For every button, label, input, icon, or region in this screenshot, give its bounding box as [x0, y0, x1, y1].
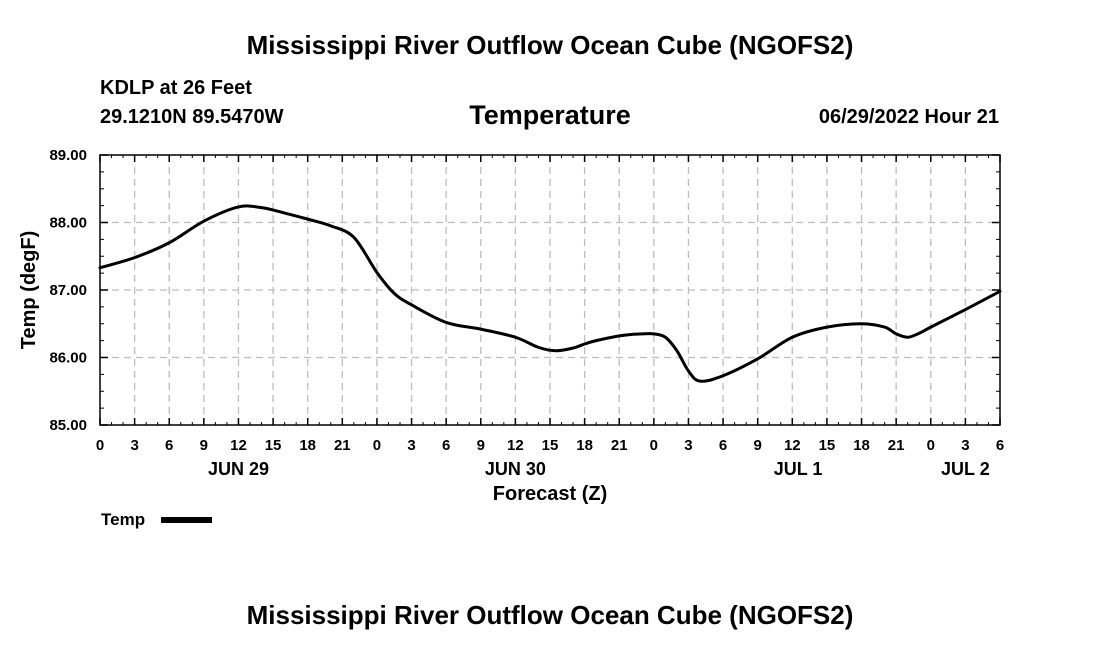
x-tick-label: 15 — [265, 437, 282, 454]
x-tick-label: 21 — [611, 437, 628, 454]
x-tick-label: 12 — [784, 437, 801, 454]
x-tick-label: 18 — [299, 437, 316, 454]
date-label: JUN 30 — [485, 459, 546, 479]
legend: Temp — [101, 510, 212, 529]
x-tick-label: 12 — [230, 437, 247, 454]
forecast-datetime: 06/29/2022 Hour 21 — [818, 106, 999, 128]
y-tick-label: 89.00 — [49, 147, 87, 164]
date-label: JUN 29 — [208, 459, 269, 479]
axis-labels: 0 3 6 9 12 15 18 21 0 3 6 9 12 15 18 21 0 3 6 9 12 15 18 21 0 3 6 8… — [49, 147, 1004, 479]
date-label: JUL 1 — [774, 459, 823, 479]
temp-series-line — [98, 204, 1002, 383]
x-tick-label: 0 — [927, 437, 935, 454]
y-tick-label: 86.00 — [49, 350, 87, 367]
grid — [100, 155, 1000, 425]
x-tick-label: 6 — [442, 437, 450, 454]
x-tick-label: 21 — [888, 437, 905, 454]
x-tick-label: 15 — [542, 437, 559, 454]
x-tick-label: 0 — [373, 437, 381, 454]
y-axis-title: Temp (degF) — [18, 231, 40, 350]
y-tick-label: 85.00 — [49, 417, 87, 434]
x-axis-title: Forecast (Z) — [493, 483, 607, 505]
x-tick-label: 15 — [819, 437, 836, 454]
x-tick-label: 3 — [961, 437, 969, 454]
axis-ticks — [99, 154, 1001, 426]
x-tick-label: 18 — [576, 437, 593, 454]
x-tick-label: 12 — [507, 437, 524, 454]
x-tick-label: 9 — [200, 437, 208, 454]
footer-title: Mississippi River Outflow Ocean Cube (NG… — [246, 600, 854, 630]
x-tick-label: 9 — [754, 437, 762, 454]
x-tick-label: 6 — [719, 437, 727, 454]
y-tick-label: 87.00 — [49, 282, 87, 299]
x-tick-label: 6 — [996, 437, 1004, 454]
x-tick-label: 0 — [96, 437, 104, 454]
legend-label: Temp — [101, 510, 145, 529]
x-tick-label: 0 — [650, 437, 658, 454]
date-label: JUL 2 — [941, 459, 990, 479]
x-tick-label: 3 — [684, 437, 692, 454]
variable-title: Temperature — [469, 100, 631, 130]
main-title: Mississippi River Outflow Ocean Cube (NG… — [246, 30, 854, 60]
x-tick-label: 9 — [477, 437, 485, 454]
station-coordinates: 29.1210N 89.5470W — [100, 106, 284, 128]
station-label: KDLP at 26 Feet — [100, 77, 252, 99]
y-tick-label: 88.00 — [49, 215, 87, 232]
x-tick-label: 18 — [853, 437, 870, 454]
x-tick-label: 6 — [165, 437, 173, 454]
x-tick-label: 3 — [407, 437, 415, 454]
x-tick-label: 21 — [334, 437, 351, 454]
x-tick-label: 3 — [130, 437, 138, 454]
